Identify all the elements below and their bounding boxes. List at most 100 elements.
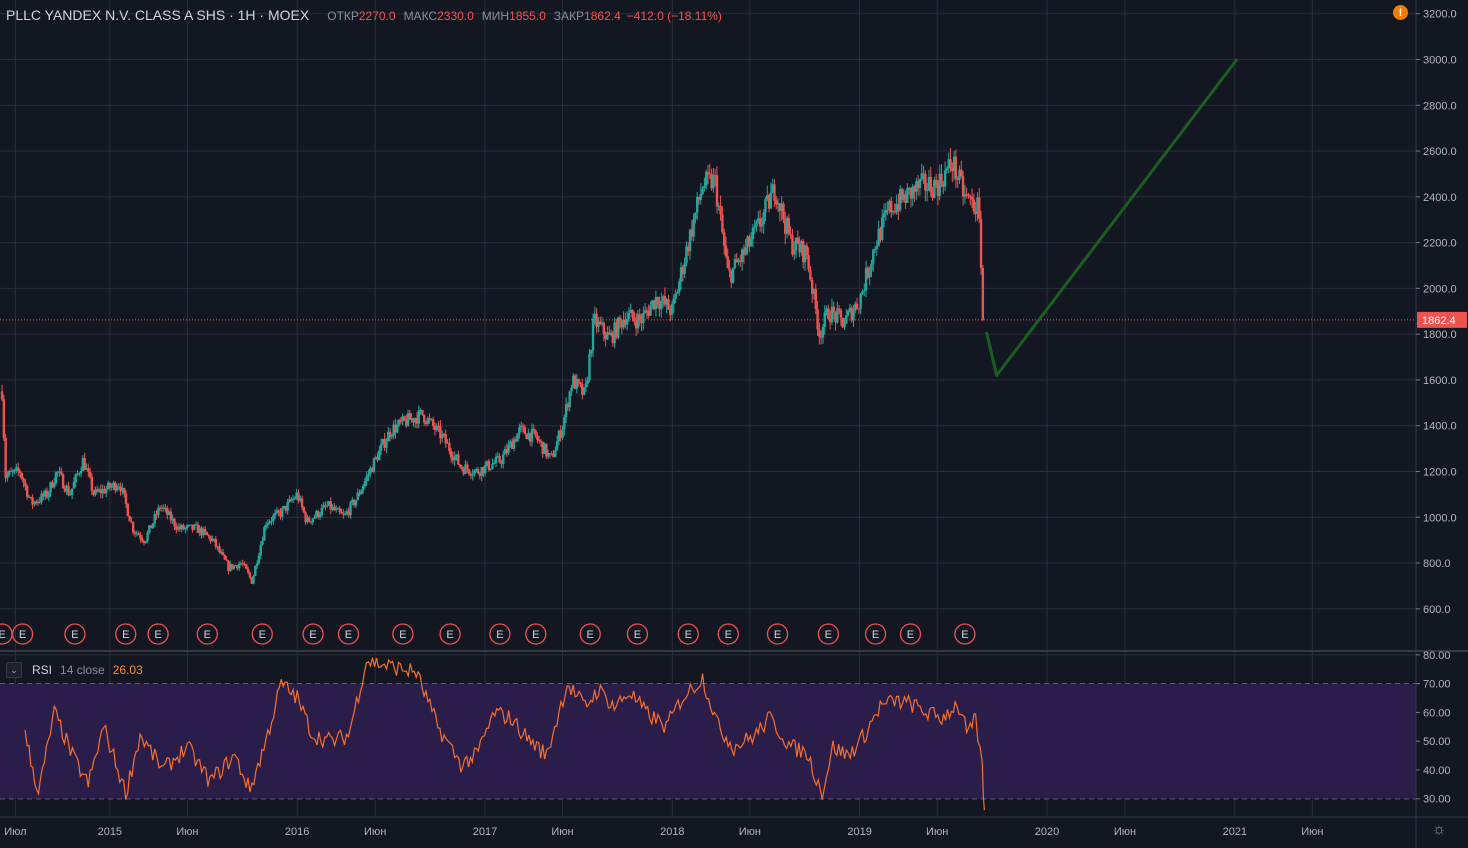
candle-body xyxy=(854,303,857,311)
price-candles[interactable] xyxy=(0,148,985,585)
open-label: ОТКР xyxy=(327,9,359,23)
candle-body xyxy=(882,213,886,218)
candle-body xyxy=(694,212,697,219)
candle-body xyxy=(266,523,270,525)
candle-body xyxy=(60,471,63,475)
candle-body xyxy=(225,559,228,561)
candle-body xyxy=(755,221,758,227)
candle-body xyxy=(970,197,974,200)
candle-body xyxy=(221,552,225,555)
earnings-marker xyxy=(677,623,699,645)
candle-body xyxy=(834,312,837,323)
candle-body xyxy=(564,403,568,418)
candle-body xyxy=(15,467,18,470)
candle-body xyxy=(410,418,413,421)
candle-body xyxy=(525,434,528,440)
candle-body xyxy=(13,469,16,472)
candle-body xyxy=(588,353,591,381)
candle-body xyxy=(877,228,880,247)
collapse-chevron-icon[interactable]: ⌄ xyxy=(6,662,22,678)
candle-body xyxy=(254,565,257,576)
candle-body xyxy=(469,473,473,476)
rsi-name[interactable]: RSI xyxy=(32,663,53,677)
candle-body xyxy=(597,321,600,327)
candle-body xyxy=(609,332,613,335)
candle-body xyxy=(503,448,507,455)
candle-body xyxy=(403,416,406,420)
candle-body xyxy=(600,322,604,324)
candle-body xyxy=(264,524,268,528)
candle-body xyxy=(873,248,877,250)
trend-line-drawing[interactable] xyxy=(984,58,1239,377)
candle-body xyxy=(255,563,259,566)
candle-body xyxy=(390,435,394,437)
candle-body xyxy=(575,378,579,389)
candle-body xyxy=(744,247,747,255)
candle-body xyxy=(424,422,428,424)
candle-body xyxy=(722,232,726,246)
earnings-marker xyxy=(489,623,511,645)
candle-body xyxy=(599,321,602,324)
candle-body xyxy=(149,525,153,529)
rsi-params: 14 close xyxy=(60,663,105,677)
candle-body xyxy=(365,475,368,482)
candle-body xyxy=(133,532,137,534)
candle-body xyxy=(399,419,403,422)
candle-body xyxy=(214,539,218,547)
candle-body xyxy=(726,256,729,268)
candle-body xyxy=(218,546,221,553)
alert-icon[interactable]: ! xyxy=(1393,5,1408,20)
price-tick-label: 800.0 xyxy=(1423,558,1451,570)
earnings-marker-label: E xyxy=(725,629,732,641)
candle-body xyxy=(807,254,810,270)
time-tick-label: Июн xyxy=(1114,826,1136,838)
candle-body xyxy=(252,575,255,584)
candle-body xyxy=(101,488,104,494)
earnings-marker xyxy=(579,623,601,645)
candle-body xyxy=(228,564,232,572)
candle-body xyxy=(974,211,977,215)
candle-body xyxy=(498,455,501,463)
candle-body xyxy=(687,246,690,252)
candle-body xyxy=(828,318,832,323)
candle-body xyxy=(83,457,86,470)
candle-body xyxy=(491,463,494,469)
rsi-tick-label: 70.00 xyxy=(1423,679,1451,691)
candle-body xyxy=(886,209,889,211)
candle-body xyxy=(460,466,464,469)
candle-body xyxy=(243,563,246,565)
symbol-title[interactable]: PLLC YANDEX N.V. CLASS A SHS · 1Н · MOEX xyxy=(6,7,310,23)
settings-gear-icon[interactable]: ☼ xyxy=(1431,821,1447,838)
rsi-axis[interactable]: 30.00 40.00 50.00 60.00 70.00 80.00 xyxy=(1416,650,1451,806)
candle-body xyxy=(715,175,719,207)
candle-body xyxy=(291,498,295,501)
candle-body xyxy=(383,439,386,449)
earnings-marker-label: E xyxy=(154,629,161,641)
time-axis[interactable]: Июл 2015 Июн 2016 Июн 2017 Июн 2018 Июн 2019 Июн 20… xyxy=(4,826,1323,838)
candle-body xyxy=(805,245,808,255)
candle-body xyxy=(227,560,230,572)
candle-body xyxy=(306,517,309,523)
candle-body xyxy=(624,319,627,325)
candle-body xyxy=(519,425,523,428)
candle-body xyxy=(611,332,614,344)
candle-body xyxy=(18,471,22,474)
candle-body xyxy=(760,224,764,227)
candle-body xyxy=(297,492,300,501)
candle-body xyxy=(737,260,740,263)
candle-body xyxy=(915,181,918,192)
candle-body xyxy=(832,306,835,313)
time-tick-label: Июн xyxy=(926,826,948,838)
rsi-series-line xyxy=(24,657,985,811)
candle-body xyxy=(812,289,816,294)
time-tick-label: 2018 xyxy=(660,826,684,838)
price-axis[interactable]: 600.0 800.0 1000.0 1200.0 1400.0 1600.0 1800.0… xyxy=(1416,9,1467,616)
candle-body xyxy=(830,306,834,323)
candle-body xyxy=(376,456,379,461)
candle-body xyxy=(392,424,395,436)
candle-body xyxy=(115,487,119,491)
candle-body xyxy=(922,173,925,175)
candle-body xyxy=(924,173,927,191)
